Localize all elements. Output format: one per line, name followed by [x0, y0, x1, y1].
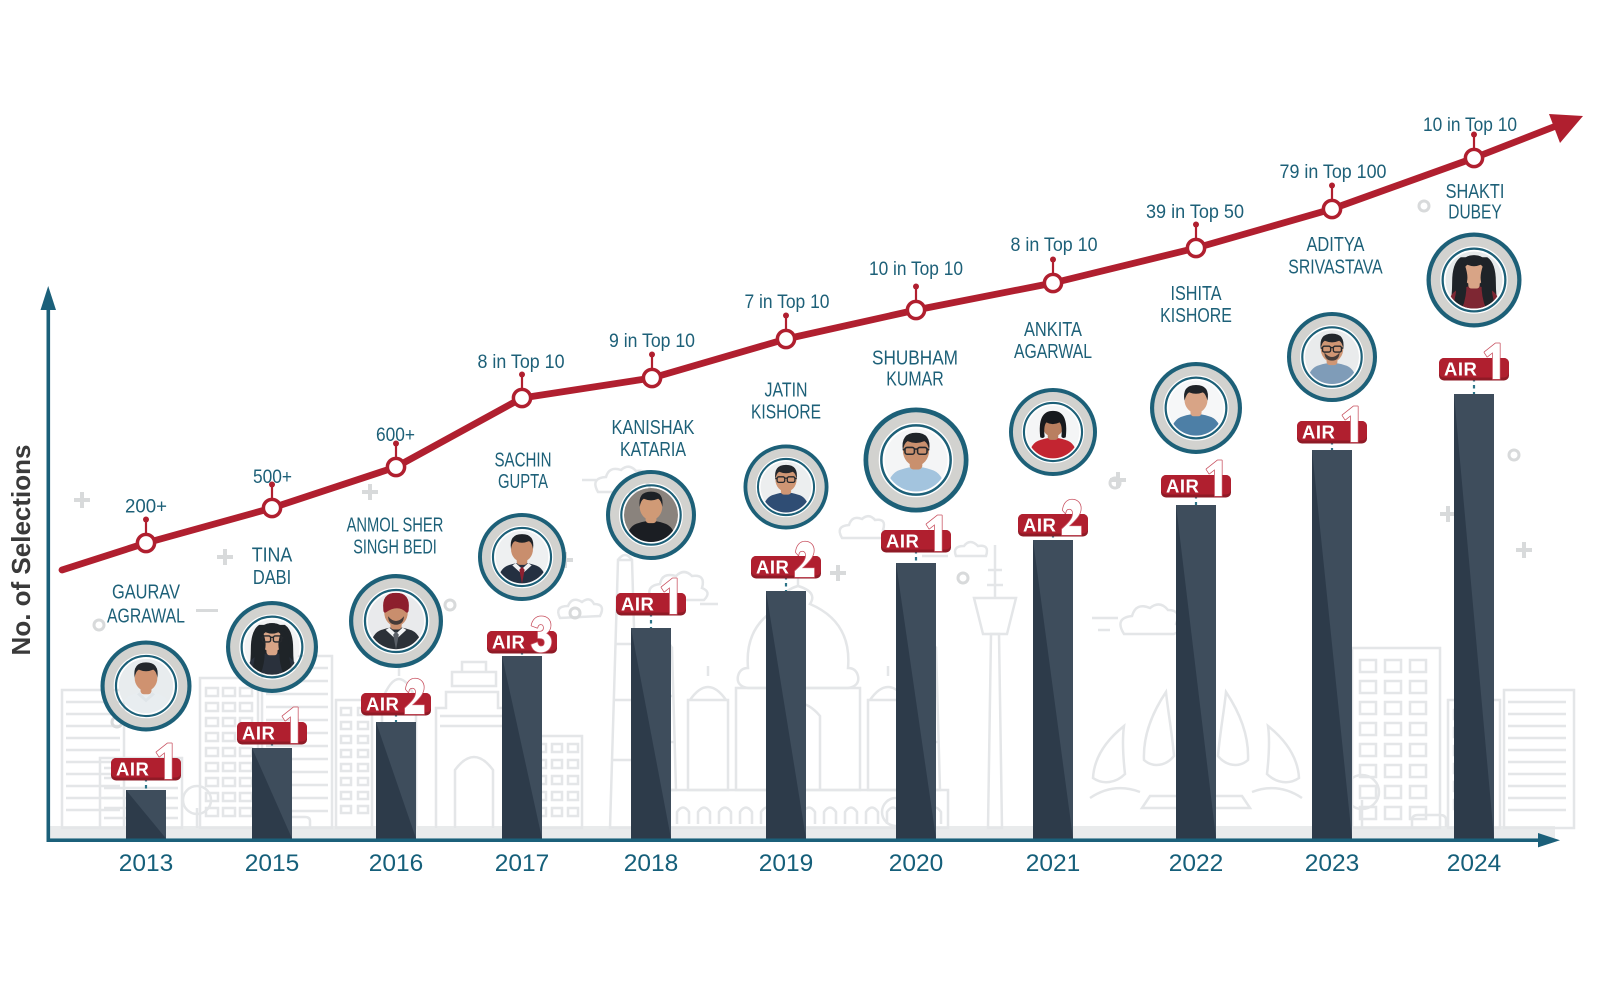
- svg-text:AIR: AIR: [242, 723, 275, 744]
- svg-text:2013: 2013: [119, 850, 174, 877]
- svg-text:DABI: DABI: [253, 567, 291, 589]
- svg-text:SHAKTI: SHAKTI: [1446, 181, 1505, 203]
- svg-text:AIR: AIR: [1444, 359, 1477, 380]
- svg-text:2018: 2018: [624, 850, 679, 877]
- svg-text:AIR: AIR: [621, 594, 654, 615]
- svg-text:200+: 200+: [125, 496, 167, 518]
- svg-text:ISHITA: ISHITA: [1171, 283, 1223, 305]
- svg-text:AGRAWAL: AGRAWAL: [107, 606, 185, 628]
- svg-text:SINGH BEDI: SINGH BEDI: [353, 536, 437, 558]
- svg-text:SACHIN: SACHIN: [495, 449, 552, 471]
- svg-text:KANISHAK: KANISHAK: [612, 417, 696, 439]
- svg-text:AIR: AIR: [1166, 476, 1199, 497]
- svg-text:KUMAR: KUMAR: [886, 369, 943, 391]
- svg-text:8 in Top 10: 8 in Top 10: [1011, 234, 1098, 256]
- svg-text:ANKITA: ANKITA: [1024, 319, 1083, 341]
- svg-text:AIR: AIR: [492, 632, 525, 653]
- svg-text:2016: 2016: [369, 850, 424, 877]
- svg-text:AGARWAL: AGARWAL: [1014, 341, 1092, 363]
- svg-text:ADITYA: ADITYA: [1307, 234, 1366, 256]
- svg-text:39 in Top 50: 39 in Top 50: [1146, 201, 1244, 223]
- svg-text:500+: 500+: [253, 466, 292, 488]
- svg-text:2022: 2022: [1169, 850, 1224, 877]
- svg-text:AIR: AIR: [886, 531, 919, 552]
- svg-text:AIR: AIR: [1023, 515, 1056, 536]
- svg-text:2020: 2020: [889, 850, 944, 877]
- svg-text:10 in Top 10: 10 in Top 10: [869, 258, 963, 280]
- svg-text:GAURAV: GAURAV: [112, 582, 181, 604]
- svg-text:2019: 2019: [759, 850, 814, 877]
- svg-text:8 in Top 10: 8 in Top 10: [478, 351, 565, 373]
- svg-text:9 in Top 10: 9 in Top 10: [609, 330, 695, 352]
- svg-text:AIR: AIR: [366, 694, 399, 715]
- svg-text:No. of Selections: No. of Selections: [6, 445, 36, 656]
- svg-text:7 in Top 10: 7 in Top 10: [745, 291, 830, 313]
- svg-text:2024: 2024: [1447, 850, 1502, 877]
- svg-text:JATIN: JATIN: [765, 380, 808, 402]
- svg-text:2023: 2023: [1305, 850, 1360, 877]
- svg-text:SHUBHAM: SHUBHAM: [872, 348, 958, 370]
- svg-text:10 in Top 10: 10 in Top 10: [1423, 114, 1517, 136]
- svg-text:2017: 2017: [495, 850, 550, 877]
- svg-text:AIR: AIR: [1302, 422, 1335, 443]
- svg-text:SRIVASTAVA: SRIVASTAVA: [1288, 257, 1383, 279]
- svg-text:79 in Top 100: 79 in Top 100: [1280, 161, 1387, 183]
- svg-text:DUBEY: DUBEY: [1448, 201, 1501, 223]
- svg-text:KATARIA: KATARIA: [620, 439, 687, 461]
- svg-text:600+: 600+: [376, 424, 415, 446]
- svg-text:AIR: AIR: [756, 557, 789, 578]
- svg-text:TINA: TINA: [252, 544, 293, 566]
- svg-text:KISHORE: KISHORE: [751, 402, 821, 424]
- svg-text:KISHORE: KISHORE: [1160, 305, 1232, 327]
- svg-text:2021: 2021: [1026, 850, 1081, 877]
- svg-text:AIR: AIR: [116, 759, 149, 780]
- svg-text:GUPTA: GUPTA: [498, 471, 548, 493]
- svg-text:2015: 2015: [245, 850, 300, 877]
- svg-text:ANMOL SHER: ANMOL SHER: [347, 515, 444, 537]
